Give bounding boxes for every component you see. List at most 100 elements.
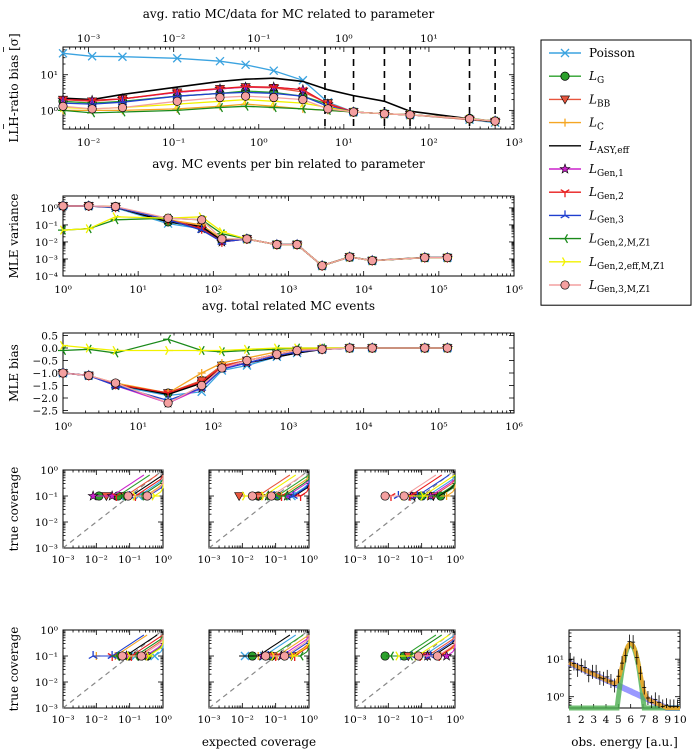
coverage-6-xtick-label: 10⁻² [377,714,400,726]
bias-xtick-label: 10³ [280,421,298,433]
coverage-3-curve-point [432,491,441,501]
llh-point [405,110,415,120]
bias-point [85,343,94,353]
llh-point [240,101,249,111]
llh-point [215,92,225,103]
llh-top-xtick-label: 10⁻³ [77,33,100,45]
coverage-1-curve-5 [87,474,145,501]
legend-entry [549,257,581,267]
coverage-3-curve-point [420,491,429,501]
coverage-4-ylabel: true coverage [7,627,21,712]
llh-point [173,104,182,113]
var-point [197,215,207,225]
var-xtick-label: 10⁴ [355,284,373,296]
llh-point [172,53,182,63]
llh-point [58,48,68,58]
var-point [367,256,377,266]
var-series-8 [57,213,451,271]
coverage-2-curve-point [234,492,245,502]
coverage-4-curve-point [88,650,98,660]
bias-point [292,345,302,356]
coverage-3-frame [354,469,456,549]
spectrum-frame [568,629,681,709]
coverage-5-xtick-label: 10⁰ [300,714,318,726]
coverage-4-curve-point [111,651,120,661]
legend-label: LGen,3,M,Z1 [588,278,651,295]
coverage-6-curve-line [398,634,450,657]
llh-point [348,107,359,117]
coverage-1-curve-10 [123,475,164,501]
llh-top-xtick-label: 10⁰ [335,33,353,45]
llh-xtick-label: 10³ [505,137,523,149]
legend-marker [560,210,570,219]
var-point [197,225,207,234]
var-line-6 [63,205,448,267]
legend-label: LGen,2 [588,185,624,202]
llh-point [214,102,224,113]
llh-point [323,104,333,114]
llh-point [241,91,251,101]
llh-point [297,104,306,114]
var-series-4 [63,205,448,267]
bias-xtick-label: 10⁰ [54,421,72,433]
coverage-4-xtick-label: 10⁻² [85,714,108,726]
bias-point [58,368,68,378]
coverage-6-xtick-label: 10⁻¹ [410,714,433,726]
var-point [420,253,430,263]
var-point [59,225,69,235]
coverage-3-xtick-label: 10⁻³ [343,554,366,566]
spectrum-xtick-label: 8 [652,714,659,726]
var-point [292,240,302,250]
bias-point [272,349,282,359]
coverage-1-curve-point [123,491,133,501]
var-point [217,234,227,244]
llh-point [172,96,182,106]
llh-top-xtick-label: 10⁻¹ [247,33,270,45]
legend-label: LGen,3 [588,208,624,225]
var-series-6 [58,202,453,271]
coverage-5-curve-line [265,635,310,657]
spectrum-xtick-label: 6 [627,714,634,726]
spectrum-xtick-label: 3 [590,714,597,726]
llh-top-xlabel: avg. ratio MC/data for MC related to par… [143,7,435,21]
coverage-5-xtick-label: 10⁻³ [197,714,220,726]
coverage-5-xtick-label: 10⁻² [231,714,254,726]
legend-label: LASY,eff [588,139,630,156]
legend-label: LGen,2,M,Z1 [588,232,651,249]
coverage-1-ytick-label: 10⁻² [35,517,58,529]
coverage-1-curve-point [87,490,99,501]
var-line-0 [63,205,448,267]
coverage-3-curve-line [385,474,437,497]
llh-point [464,114,475,124]
bias-point [110,378,121,388]
coverage-1-frame [62,469,164,549]
spectrum-ytick-label: 10⁰ [546,692,564,704]
var-xtick-label: 10¹ [129,284,147,296]
bias-ytick-label: −2.5 [33,406,59,418]
legend-entry [549,118,581,127]
var-line-5 [63,205,448,267]
var-point [110,202,121,212]
coverage-3-curve-point [442,492,451,500]
bias-point [242,355,252,366]
bias-point [420,343,430,353]
coverage-1-ylabel: true coverage [7,467,21,552]
bias-point [243,344,252,354]
var-point [442,253,452,263]
spectrum-xtick-label: 7 [640,714,647,726]
bias-line-0 [62,347,448,397]
coverage-6-curve-point [413,651,423,661]
var-frame [62,195,515,277]
spectrum-xtick-label: 10 [673,714,686,726]
bias-xtick-label: 10¹ [129,421,147,433]
coverage-2-curve-point [279,491,288,501]
llh-xtick-label: 10¹ [335,137,353,149]
coverage-1-xtick-label: 10⁻² [85,554,108,566]
var-point [163,213,173,223]
var-line-2 [63,205,448,267]
var-xtick-label: 10² [205,284,223,296]
legend-entry [549,210,581,219]
llh-ylabel: LLH-ratio bias [σ] [7,33,21,142]
bias-ytick-label: −0.5 [33,356,59,368]
legend-marker [560,48,570,58]
